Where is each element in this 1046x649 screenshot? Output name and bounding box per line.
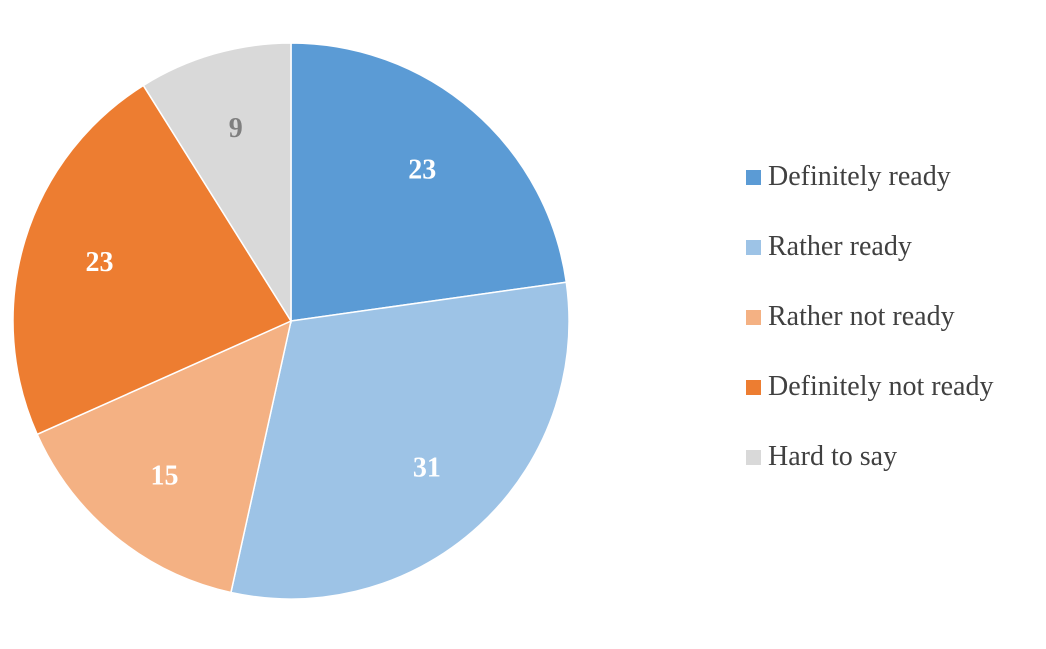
data-label-definitely-not-ready: 23: [86, 247, 114, 278]
pie-slice-rather-ready: [230, 281, 570, 600]
legend-swatch: [746, 450, 761, 465]
pie-slice-definitely-not-ready: [12, 84, 293, 436]
legend-label: Rather ready: [768, 231, 912, 262]
legend-item-rather-not-ready: Rather not ready: [746, 298, 1046, 368]
legend-label: Hard to say: [768, 441, 898, 472]
legend-item-definitely-not-ready: Definitely not ready: [746, 368, 1046, 438]
legend-swatch: [746, 310, 761, 325]
data-label-rather-not-ready: 15: [150, 461, 178, 492]
data-label-hard-to-say: 9: [229, 113, 243, 144]
legend-label: Rather not ready: [768, 301, 955, 332]
legend-swatch: [746, 240, 761, 255]
legend-swatch: [746, 170, 761, 185]
legend-label: Definitely ready: [768, 161, 951, 192]
legend-item-rather-ready: Rather ready: [746, 228, 1046, 298]
pie-slice-definitely-ready: [290, 42, 568, 322]
legend-item-hard-to-say: Hard to say: [746, 438, 1046, 508]
pie-slice-hard-to-say: [142, 42, 292, 324]
data-label-definitely-ready: 23: [408, 154, 436, 185]
pie-data-labels: 23 31 15 23 9: [86, 113, 441, 491]
legend-label: Definitely not ready: [768, 371, 994, 402]
pie-plot-area: 23 31 15 23 9: [12, 42, 570, 600]
chart-legend: Definitely ready Rather ready Rather not…: [746, 158, 1046, 508]
data-label-rather-ready: 31: [413, 452, 441, 483]
pie-slices: [12, 42, 570, 600]
legend-swatch: [746, 380, 761, 395]
legend-item-definitely-ready: Definitely ready: [746, 158, 1046, 228]
pie-slice-rather-not-ready: [36, 319, 293, 594]
